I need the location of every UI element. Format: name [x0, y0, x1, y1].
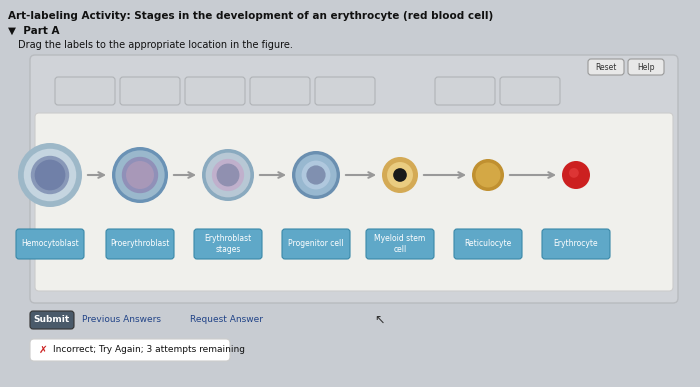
Text: Art-labeling Activity: Stages in the development of an erythrocyte (red blood ce: Art-labeling Activity: Stages in the dev… — [8, 11, 493, 21]
Circle shape — [126, 161, 154, 189]
Text: Proerythroblast: Proerythroblast — [111, 240, 169, 248]
Circle shape — [116, 151, 164, 200]
Circle shape — [292, 151, 340, 199]
FancyBboxPatch shape — [500, 77, 560, 105]
Circle shape — [216, 164, 239, 187]
Text: Help: Help — [637, 62, 654, 72]
FancyBboxPatch shape — [30, 311, 74, 329]
Text: Myeloid stem
cell: Myeloid stem cell — [374, 234, 426, 254]
FancyBboxPatch shape — [194, 229, 262, 259]
Text: ▼  Part A: ▼ Part A — [8, 26, 60, 36]
FancyBboxPatch shape — [30, 339, 230, 361]
FancyBboxPatch shape — [588, 59, 624, 75]
FancyBboxPatch shape — [35, 113, 673, 291]
Circle shape — [24, 149, 76, 201]
Circle shape — [393, 168, 407, 182]
Circle shape — [34, 160, 65, 190]
Circle shape — [307, 165, 326, 185]
FancyBboxPatch shape — [120, 77, 180, 105]
Text: Previous Answers: Previous Answers — [82, 315, 161, 325]
FancyBboxPatch shape — [185, 77, 245, 105]
Circle shape — [112, 147, 168, 203]
FancyBboxPatch shape — [282, 229, 350, 259]
Circle shape — [562, 161, 590, 189]
FancyBboxPatch shape — [30, 55, 678, 303]
Circle shape — [202, 149, 254, 201]
Circle shape — [122, 157, 158, 193]
Circle shape — [212, 159, 244, 191]
Circle shape — [475, 163, 500, 187]
Text: Reticulocyte: Reticulocyte — [464, 240, 512, 248]
Circle shape — [302, 161, 330, 189]
Text: ✗: ✗ — [38, 345, 48, 355]
Text: Erythrocyte: Erythrocyte — [554, 240, 598, 248]
Text: Erythroblast
stages: Erythroblast stages — [204, 234, 251, 254]
Text: Progenitor cell: Progenitor cell — [288, 240, 344, 248]
Text: Incorrect; Try Again; 3 attempts remaining: Incorrect; Try Again; 3 attempts remaini… — [53, 346, 245, 354]
Circle shape — [569, 168, 579, 178]
Text: Submit: Submit — [34, 315, 70, 325]
Text: Request Answer: Request Answer — [190, 315, 263, 325]
Circle shape — [18, 143, 82, 207]
Circle shape — [295, 154, 337, 196]
FancyBboxPatch shape — [250, 77, 310, 105]
Circle shape — [206, 152, 251, 197]
Text: Reset: Reset — [595, 62, 617, 72]
FancyBboxPatch shape — [628, 59, 664, 75]
Circle shape — [387, 162, 413, 188]
FancyBboxPatch shape — [542, 229, 610, 259]
Text: Drag the labels to the appropriate location in the figure.: Drag the labels to the appropriate locat… — [18, 40, 293, 50]
FancyBboxPatch shape — [16, 229, 84, 259]
FancyBboxPatch shape — [315, 77, 375, 105]
FancyBboxPatch shape — [106, 229, 174, 259]
Circle shape — [472, 159, 504, 191]
Text: ↖: ↖ — [374, 313, 385, 327]
FancyBboxPatch shape — [366, 229, 434, 259]
FancyBboxPatch shape — [55, 77, 115, 105]
Circle shape — [31, 156, 69, 194]
FancyBboxPatch shape — [435, 77, 495, 105]
Circle shape — [382, 157, 418, 193]
Text: Hemocytoblast: Hemocytoblast — [21, 240, 79, 248]
FancyBboxPatch shape — [454, 229, 522, 259]
